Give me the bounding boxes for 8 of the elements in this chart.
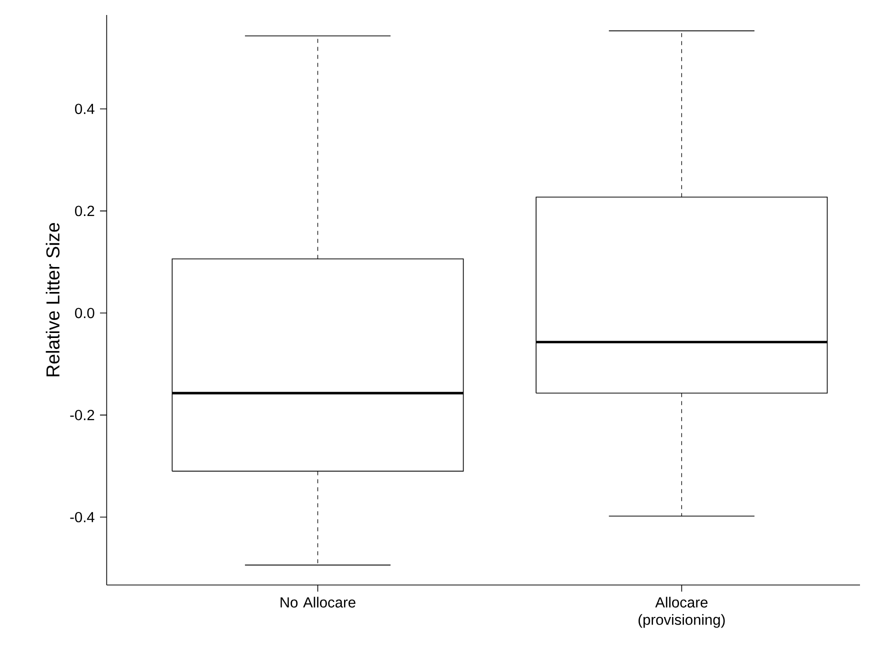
y-tick-label: 0.0 (75, 308, 94, 318)
x-tick-label: Allocare (provisioning) (638, 596, 725, 628)
y-tick-label: 0.2 (75, 206, 94, 216)
y-tick-label: -0.4 (70, 512, 94, 522)
y-tick-label: 0.4 (75, 104, 94, 114)
y-tick-label: -0.2 (70, 410, 94, 420)
x-tick-label: No Allocare (280, 596, 356, 608)
y-axis-title: Relative Litter Size (46, 223, 60, 376)
